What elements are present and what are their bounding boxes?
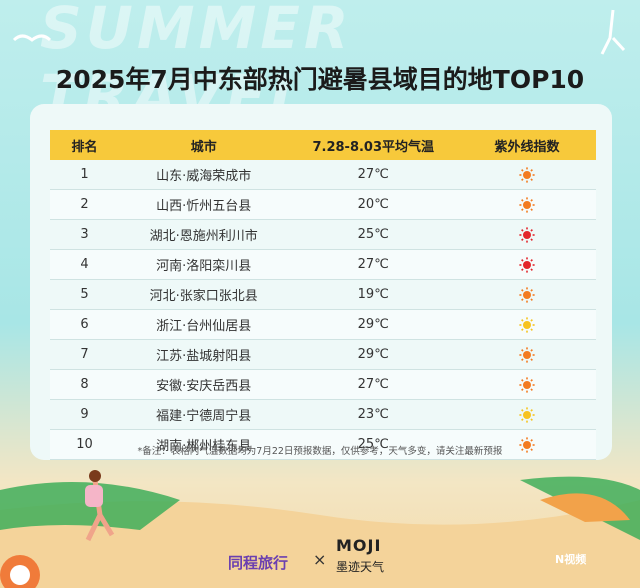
uv-cell — [458, 219, 596, 250]
rank-cell: 10 — [50, 429, 120, 460]
temp-cell: 23℃ — [288, 399, 459, 430]
uv-cell — [458, 429, 596, 460]
table-row: 1 山东·威海荣成市 27℃ — [50, 160, 596, 190]
footnote: *备注：表格内气温数据均为7月22日预报数据，仅供参考，天气多变，请关注最新预报 — [137, 446, 503, 457]
header-city: 城市 — [119, 130, 289, 160]
table-row: 3 湖北·恩施州利川市 25℃ — [50, 219, 596, 250]
sun-icon — [519, 346, 535, 363]
city-cell: 江苏·盐城射阳县 — [119, 339, 289, 370]
sun-icon — [519, 196, 535, 213]
temp-cell: 27℃ — [288, 160, 459, 190]
rank-cell: 7 — [50, 339, 120, 370]
table-row: 10 湖南·郴州桂东县 25℃ — [50, 429, 596, 460]
sun-icon — [519, 436, 535, 453]
header-temp: 7.28-8.03平均气温 — [288, 130, 459, 160]
temp-cell: 27℃ — [288, 249, 459, 280]
seagull-icon — [12, 34, 52, 42]
sun-icon — [519, 406, 535, 423]
page-title: 2025年7月中东部热门避暑县域目的地TOP10 — [55, 65, 585, 94]
rank-cell: 2 — [50, 189, 120, 220]
tongcheng-logo: 同程旅行 — [228, 554, 289, 572]
rank-cell: 9 — [50, 399, 120, 430]
sun-icon — [519, 166, 535, 183]
city-cell: 湖南·郴州桂东县 — [119, 429, 289, 460]
rank-cell: 3 — [50, 219, 120, 250]
moji-logo: MOJI — [336, 536, 382, 555]
temp-cell: 25℃ — [288, 219, 459, 250]
temp-cell: 29℃ — [288, 339, 459, 370]
table-row: 8 安徽·安庆岳西县 27℃ — [50, 369, 596, 400]
header-rank: 排名 — [50, 130, 120, 160]
moji-logo-subtitle: 墨迹天气 — [336, 560, 385, 574]
temp-cell: 27℃ — [288, 369, 459, 400]
sun-icon — [519, 286, 535, 303]
city-cell: 福建·宁德周宁县 — [119, 399, 289, 430]
header-uv: 紫外线指数 — [458, 130, 596, 160]
beach-illustration — [0, 470, 640, 588]
rank-cell: 4 — [50, 249, 120, 280]
logo-separator: × — [313, 550, 327, 569]
uv-cell — [458, 160, 596, 190]
uv-cell — [458, 399, 596, 430]
table-row: 4 河南·洛阳栾川县 27℃ — [50, 249, 596, 280]
uv-cell — [458, 369, 596, 400]
rank-cell: 6 — [50, 309, 120, 340]
rank-cell: 5 — [50, 279, 120, 310]
city-cell: 安徽·安庆岳西县 — [119, 369, 289, 400]
video-watermark: N视频 — [555, 553, 587, 566]
sun-icon — [519, 256, 535, 273]
table-row: 6 浙江·台州仙居县 29℃ — [50, 309, 596, 340]
table-row: 7 江苏·盐城射阳县 29℃ — [50, 339, 596, 370]
uv-cell — [458, 309, 596, 340]
city-cell: 山西·忻州五台县 — [119, 189, 289, 220]
temp-cell: 29℃ — [288, 309, 459, 340]
temp-cell: 25℃ — [288, 429, 459, 460]
city-cell: 湖北·恩施州利川市 — [119, 219, 289, 250]
sun-icon — [519, 316, 535, 333]
city-cell: 河北·张家口张北县 — [119, 279, 289, 310]
rank-cell: 8 — [50, 369, 120, 400]
uv-cell — [458, 249, 596, 280]
seagull-icon-2 — [600, 9, 626, 55]
table-row: 9 福建·宁德周宁县 23℃ — [50, 399, 596, 430]
table-row: 2 山西·忻州五台县 20℃ — [50, 189, 596, 220]
ranking-table: 排名 城市 7.28-8.03平均气温 紫外线指数 1 山东·威海荣成市 27℃ 2 山… — [50, 130, 596, 460]
table-header-row: 排名 城市 7.28-8.03平均气温 紫外线指数 — [50, 130, 596, 160]
city-cell: 浙江·台州仙居县 — [119, 309, 289, 340]
table-row: 5 河北·张家口张北县 19℃ — [50, 279, 596, 310]
uv-cell — [458, 339, 596, 370]
uv-cell — [458, 279, 596, 310]
sun-icon — [519, 376, 535, 393]
temp-cell: 19℃ — [288, 279, 459, 310]
sun-icon — [519, 226, 535, 243]
temp-cell: 20℃ — [288, 189, 459, 220]
rank-cell: 1 — [50, 160, 120, 190]
city-cell: 河南·洛阳栾川县 — [119, 249, 289, 280]
city-cell: 山东·威海荣成市 — [119, 160, 289, 190]
uv-cell — [458, 189, 596, 220]
